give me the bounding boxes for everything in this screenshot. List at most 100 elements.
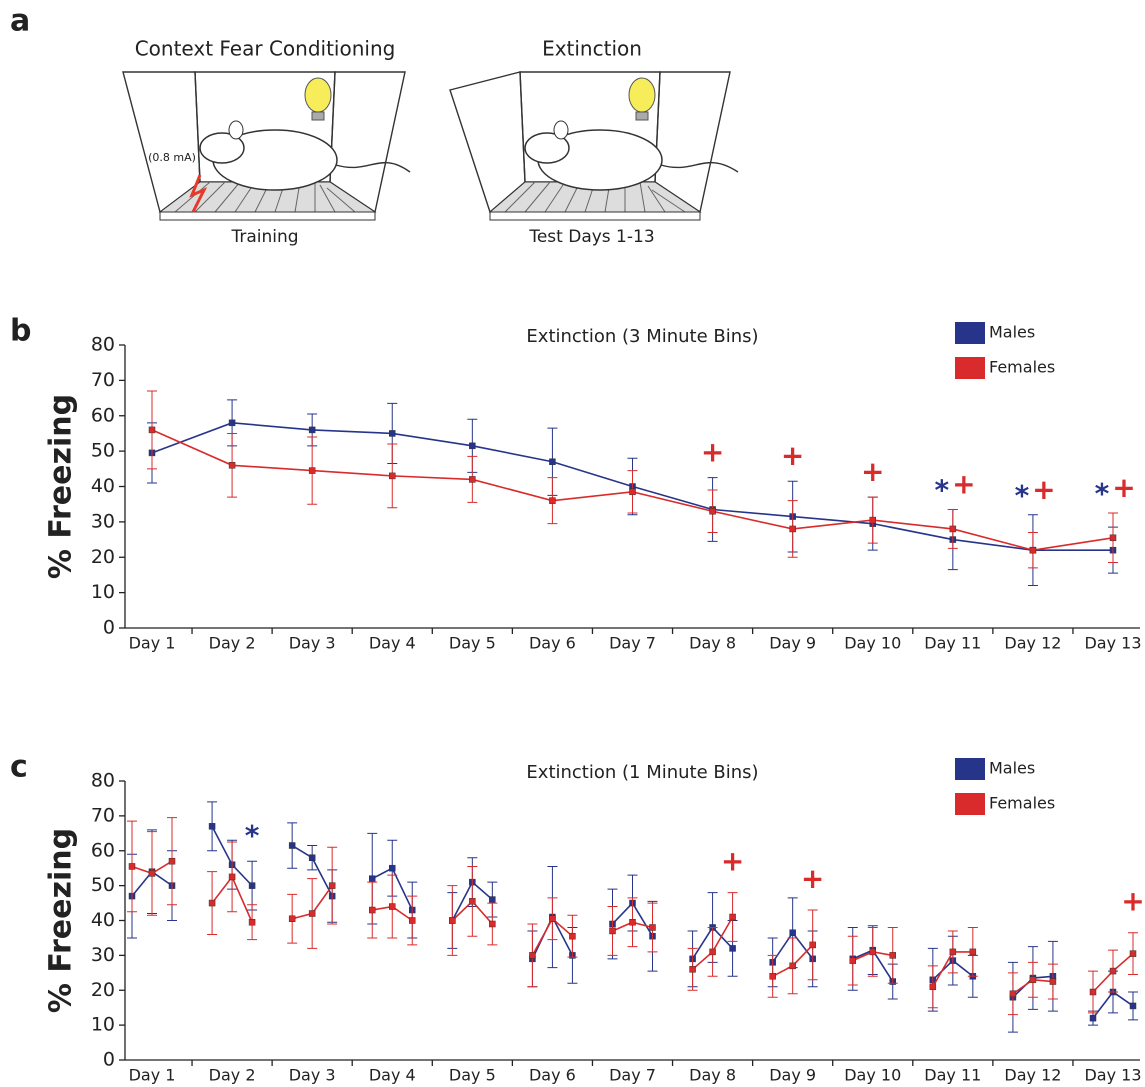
point-marker xyxy=(1109,534,1117,542)
point-marker xyxy=(208,899,216,907)
point-marker xyxy=(288,915,296,923)
significance-marker: + xyxy=(1032,473,1055,506)
significance-marker: + xyxy=(1112,471,1135,504)
x-tick-label: Day 4 xyxy=(369,1066,416,1085)
point-marker xyxy=(709,948,716,956)
point-marker xyxy=(569,932,576,940)
x-tick-label: Day 2 xyxy=(209,634,256,653)
point-marker xyxy=(849,957,856,964)
y-tick-label: 20 xyxy=(91,546,115,568)
point-marker xyxy=(308,426,316,434)
significance-marker: * xyxy=(935,473,950,506)
y-tick-label: 10 xyxy=(91,1014,115,1036)
point-marker xyxy=(469,476,476,483)
y-tick-label: 0 xyxy=(103,617,115,639)
y-tick-label: 60 xyxy=(91,839,115,861)
mouse-tail xyxy=(335,161,411,173)
point-marker xyxy=(709,508,716,515)
mouse-head xyxy=(199,132,245,164)
panel-label: a xyxy=(10,4,30,39)
point-marker xyxy=(389,472,396,480)
point-marker xyxy=(609,927,616,935)
point-marker xyxy=(369,906,376,914)
significance-marker: * xyxy=(245,819,260,852)
x-tick-label: Day 9 xyxy=(769,1066,816,1085)
y-tick-label: 30 xyxy=(91,944,115,966)
point-marker xyxy=(689,966,696,973)
legend-label: Males xyxy=(989,323,1035,342)
point-marker xyxy=(489,920,496,928)
point-marker xyxy=(308,467,316,474)
x-tick-label: Day 2 xyxy=(209,1066,256,1085)
panel-label: b xyxy=(10,314,31,349)
significance-marker: + xyxy=(952,467,975,500)
diagram-title: Context Fear Conditioning xyxy=(135,37,396,61)
mouse-tail xyxy=(660,162,739,173)
chamber-training: Context Fear Conditioning (0.8 mA) Train… xyxy=(122,37,411,247)
point-marker xyxy=(929,983,937,991)
significance-marker: + xyxy=(701,436,724,469)
point-marker xyxy=(128,863,136,870)
point-marker xyxy=(308,854,316,861)
point-marker xyxy=(1089,988,1097,996)
y-tick-label: 10 xyxy=(91,581,115,603)
point-marker xyxy=(489,896,496,903)
y-tick-label: 0 xyxy=(103,1049,115,1071)
legend-swatch xyxy=(955,322,985,344)
x-tick-label: Day 1 xyxy=(129,1066,176,1085)
point-marker xyxy=(769,973,776,980)
bulb-base xyxy=(311,111,325,121)
x-tick-label: Day 13 xyxy=(1084,1066,1141,1085)
shock-label: (0.8 mA) xyxy=(148,151,196,164)
chamber-base xyxy=(159,211,376,221)
grid-bars xyxy=(174,181,356,213)
significance-marker: + xyxy=(721,845,744,878)
point-marker xyxy=(549,915,556,923)
x-tick-label: Day 12 xyxy=(1004,634,1061,653)
point-marker xyxy=(629,918,636,926)
x-tick-label: Day 12 xyxy=(1004,1066,1061,1085)
legend-label: Females xyxy=(989,794,1055,813)
x-tick-label: Day 7 xyxy=(609,634,656,653)
point-marker xyxy=(1109,967,1117,975)
x-tick-label: Day 3 xyxy=(289,634,336,653)
point-marker xyxy=(869,516,876,524)
legend-label: Females xyxy=(989,358,1055,377)
y-tick-label: 30 xyxy=(91,510,115,532)
significance-marker: * xyxy=(1015,479,1030,512)
point-marker xyxy=(389,430,396,437)
chart-title: Extinction (3 Minute Bins) xyxy=(526,326,758,347)
point-marker xyxy=(389,903,396,910)
point-marker xyxy=(809,941,816,949)
point-marker xyxy=(228,462,236,469)
point-marker xyxy=(789,929,796,936)
point-marker xyxy=(729,945,736,952)
significance-marker: + xyxy=(781,439,804,472)
x-tick-label: Day 5 xyxy=(449,634,496,653)
legend-label: Males xyxy=(989,759,1035,778)
y-tick-label: 40 xyxy=(91,475,115,497)
point-marker xyxy=(148,870,156,877)
x-tick-label: Day 11 xyxy=(924,1066,981,1085)
point-marker xyxy=(208,823,216,830)
y-tick-label: 80 xyxy=(91,334,115,356)
chamber-extinction: Extinction Test Days 1-13 xyxy=(449,37,739,247)
x-tick-label: Day 6 xyxy=(529,634,576,653)
significance-marker: + xyxy=(801,862,824,895)
point-marker xyxy=(328,882,336,889)
point-marker xyxy=(1029,546,1037,554)
point-marker xyxy=(369,875,376,882)
point-marker xyxy=(1089,1014,1097,1022)
point-marker xyxy=(629,488,636,496)
point-marker xyxy=(308,910,316,917)
point-marker xyxy=(288,842,296,849)
x-tick-label: Day 3 xyxy=(289,1066,336,1085)
point-marker xyxy=(389,864,396,872)
point-marker xyxy=(148,426,156,434)
x-tick-label: Day 6 xyxy=(529,1066,576,1085)
chart-title: Extinction (1 Minute Bins) xyxy=(526,762,758,783)
point-marker xyxy=(949,525,957,533)
point-marker xyxy=(549,458,556,465)
point-marker xyxy=(549,497,556,504)
point-marker xyxy=(969,948,977,956)
